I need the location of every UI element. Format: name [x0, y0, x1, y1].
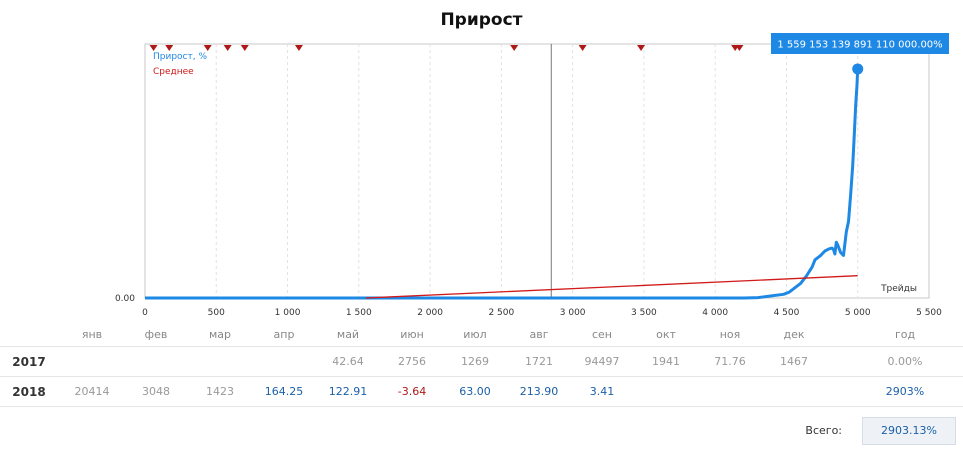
deal-marker	[240, 45, 249, 51]
growth-series-line	[145, 68, 860, 300]
month-cell: 3.41	[589, 385, 615, 398]
table-row: 2017 42.64 2756 1269 1721 94497 1941 71.76 1467 0…	[0, 346, 963, 377]
column-header: дек	[783, 328, 805, 341]
chart-title: Прирост	[440, 10, 523, 30]
column-header: ноя	[719, 328, 741, 341]
deal-marker	[149, 45, 158, 51]
month-cell	[762, 377, 826, 407]
x-tick-label: 2 500	[488, 308, 514, 318]
month-cell: 94497	[584, 355, 620, 368]
column-header: год	[894, 328, 916, 341]
last-value-label: 1 559 153 139 891 110 000.00%	[777, 40, 942, 51]
month-cell: 3048	[142, 385, 170, 398]
x-tick-label: 4 000	[702, 308, 728, 318]
row-year: 2017	[12, 355, 46, 369]
column-header: мар	[208, 328, 232, 341]
deal-marker	[578, 45, 587, 51]
month-cell: 42.64	[332, 355, 364, 368]
year-total-cell: 2903%	[885, 385, 925, 398]
month-cell: 20414	[74, 385, 110, 398]
deal-marker	[294, 45, 303, 51]
month-cell: 164.25	[264, 385, 304, 398]
month-cell	[124, 347, 188, 377]
month-cell: 63.00	[459, 385, 491, 398]
table-row: 2018 20414 3048 1423 164.25 122.91 -3.64 63.00 2…	[0, 376, 963, 407]
growth-chart: 0 500 1 000 1 500 2 000 2 500 3 000 3 500 4 000 4…	[115, 33, 949, 318]
column-header: окт	[656, 328, 676, 341]
plot-area	[144, 43, 930, 299]
x-tick-label: 500	[208, 308, 225, 318]
x-tick-label: 1 000	[275, 308, 301, 318]
month-cell	[634, 377, 698, 407]
month-cell: 1941	[652, 355, 680, 368]
legend-entry: Прирост, %	[153, 52, 207, 62]
month-cell	[698, 377, 762, 407]
column-header: июн	[400, 328, 424, 341]
deal-marker	[165, 45, 174, 51]
month-cell: -3.64	[397, 385, 427, 398]
deal-marker	[637, 45, 646, 51]
last-value-badge	[771, 33, 949, 54]
x-tick-label: 0	[142, 308, 148, 318]
month-cell: 2756	[398, 355, 426, 368]
month-cell: 213.90	[519, 385, 559, 398]
x-tick-label: 2 000	[417, 308, 443, 318]
column-header: авг	[529, 328, 549, 341]
growth-last-point	[852, 63, 864, 75]
x-tick-label: 3 000	[560, 308, 586, 318]
table-header-row: янв фев мар апр май июн июл авг сен окт ноя дек год	[0, 322, 963, 346]
deal-marker	[510, 45, 519, 51]
column-header: апр	[273, 328, 295, 341]
column-header: май	[336, 328, 360, 341]
row-year: 2018	[12, 385, 46, 399]
deal-marker	[223, 45, 232, 51]
month-cell	[188, 347, 252, 377]
total-label: Всего:	[805, 424, 842, 437]
column-header: сен	[591, 328, 612, 341]
column-header: июл	[463, 328, 487, 341]
column-header: янв	[81, 328, 103, 341]
legend-entry: Среднее	[153, 67, 194, 77]
x-tick-label: 5 000	[845, 308, 871, 318]
month-cell: 1721	[525, 355, 553, 368]
y-tick-label: 0.00	[115, 294, 135, 304]
month-cell: 71.76	[714, 355, 746, 368]
x-tick-label: 1 500	[346, 308, 372, 318]
column-header: фев	[144, 328, 168, 341]
month-cell: 1467	[780, 355, 808, 368]
average-series-line	[365, 275, 858, 299]
month-cell	[60, 347, 124, 377]
month-cell: 122.91	[328, 385, 368, 398]
x-tick-label: 3 500	[631, 308, 657, 318]
month-cell	[252, 347, 316, 377]
month-cell: 1423	[206, 385, 234, 398]
year-total-cell: 0.00%	[887, 355, 923, 368]
x-axis-label: Трейды	[880, 284, 917, 294]
x-tick-label: 4 500	[774, 308, 800, 318]
table-bottom-border	[0, 406, 963, 407]
month-cell: 1269	[461, 355, 489, 368]
deal-marker	[735, 45, 744, 51]
deal-marker	[203, 45, 212, 51]
x-tick-label: 5 500	[916, 308, 942, 318]
total-value: 2903.13%	[862, 417, 956, 445]
